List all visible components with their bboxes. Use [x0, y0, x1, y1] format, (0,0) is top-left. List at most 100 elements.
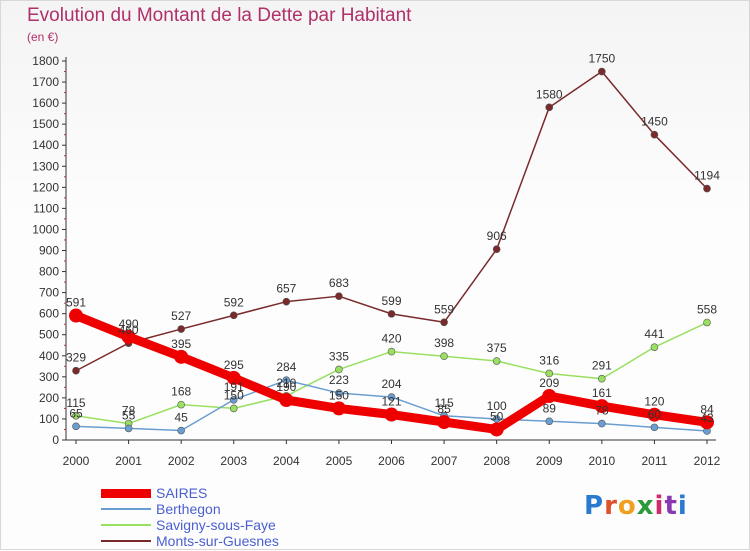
data-label: 1194 [694, 169, 720, 183]
data-point [492, 415, 501, 423]
legend-item: Savigny-sous-Faye [101, 517, 421, 533]
data-label: 460 [119, 323, 139, 337]
data-point [69, 308, 83, 323]
data-point [331, 401, 346, 416]
logo-letter: i [677, 491, 688, 521]
data-label: 190 [276, 380, 296, 394]
data-label: 100 [487, 399, 507, 413]
x-tick-label: 2011 [642, 454, 668, 468]
y-tick-label: 500 [39, 328, 59, 342]
data-point [229, 311, 238, 320]
data-point [282, 376, 291, 385]
legend-label: Monts-sur-Guesnes [156, 533, 279, 549]
data-point [279, 392, 294, 407]
series-saires [69, 308, 714, 437]
data-point [121, 329, 136, 344]
data-point [542, 388, 557, 403]
data-point [647, 407, 662, 422]
data-label: 50 [490, 409, 504, 423]
legend-item: Berthegon [101, 501, 421, 517]
x-tick-label: 2007 [431, 454, 458, 468]
data-label: 558 [697, 303, 717, 317]
data-point [598, 374, 606, 383]
legend-item: Monts-sur-Guesnes [101, 533, 421, 549]
logo-letter: x [636, 491, 655, 521]
chart-title: Evolution du Montant de la Dette par Hab… [27, 5, 412, 26]
series-monts-sur-guesnes [72, 67, 711, 375]
legend-label: Savigny-sous-Faye [156, 517, 276, 533]
y-tick-label: 1000 [32, 222, 59, 236]
legend-item: SAIRES [101, 485, 421, 501]
y-tick-label: 600 [39, 307, 59, 321]
y-tick-label: 1700 [32, 75, 59, 89]
logo-letter: o [617, 491, 637, 521]
data-label: 291 [592, 359, 612, 373]
data-label: 45 [174, 411, 188, 425]
data-point [177, 426, 185, 435]
data-point [384, 407, 399, 422]
y-tick-label: 1200 [32, 180, 59, 194]
x-tick-label: 2002 [168, 454, 195, 468]
data-label: 441 [644, 327, 664, 341]
data-label: 657 [276, 282, 296, 296]
data-label: 527 [171, 309, 191, 323]
data-label: 420 [381, 332, 401, 346]
x-tick-label: 2001 [115, 454, 142, 468]
data-label: 592 [224, 295, 244, 309]
data-point [72, 366, 80, 375]
data-point [492, 245, 501, 254]
x-tick-label: 2000 [63, 454, 90, 468]
data-label: 85 [437, 402, 451, 416]
y-tick-label: 1800 [32, 54, 59, 68]
data-label: 1750 [588, 52, 615, 66]
data-point [335, 365, 343, 374]
y-tick-label: 800 [39, 265, 59, 279]
y-tick-label: 100 [39, 412, 59, 426]
y-tick-label: 700 [39, 286, 59, 300]
data-label: 161 [592, 386, 612, 400]
data-label: 191 [224, 380, 244, 394]
data-point [598, 419, 606, 428]
legend-swatch [101, 540, 151, 542]
y-tick-label: 300 [39, 370, 59, 384]
data-label: 316 [539, 353, 559, 367]
data-label: 115 [66, 396, 85, 410]
data-label: 120 [644, 395, 664, 409]
data-label: 89 [543, 401, 557, 415]
x-tick-label: 2012 [694, 454, 721, 468]
logo-letter: i [654, 491, 665, 521]
legend-label: SAIRES [156, 485, 208, 501]
data-point [335, 292, 343, 300]
data-label: 55 [122, 408, 136, 422]
y-tick-label: 0 [52, 433, 59, 447]
data-point [598, 67, 606, 76]
data-point [703, 184, 711, 193]
data-label: 375 [487, 341, 507, 355]
x-tick-label: 2003 [220, 454, 247, 468]
chart-unit: (en €) [27, 30, 59, 44]
data-label: 84 [700, 402, 714, 416]
data-label: 168 [171, 385, 191, 399]
data-point [700, 415, 714, 430]
data-label: 284 [276, 360, 296, 374]
data-point [440, 352, 448, 360]
legend-swatch [101, 488, 151, 498]
data-label: 65 [69, 406, 83, 420]
data-point [124, 424, 133, 433]
data-label: 210 [276, 376, 296, 390]
x-tick-label: 2010 [588, 454, 615, 468]
legend: SAIRES Berthegon Savigny-sous-Faye Monts-su… [101, 485, 421, 549]
data-label: 150 [329, 388, 349, 402]
data-label: 115 [435, 396, 454, 410]
data-label: 150 [224, 388, 244, 402]
data-point [177, 400, 185, 409]
data-point [229, 395, 238, 404]
legend-swatch [101, 524, 151, 526]
data-point [594, 399, 609, 414]
data-label: 121 [381, 395, 401, 409]
data-label: 398 [434, 336, 454, 350]
data-label: 295 [224, 358, 244, 372]
data-point [229, 404, 238, 413]
data-label: 223 [329, 373, 349, 387]
